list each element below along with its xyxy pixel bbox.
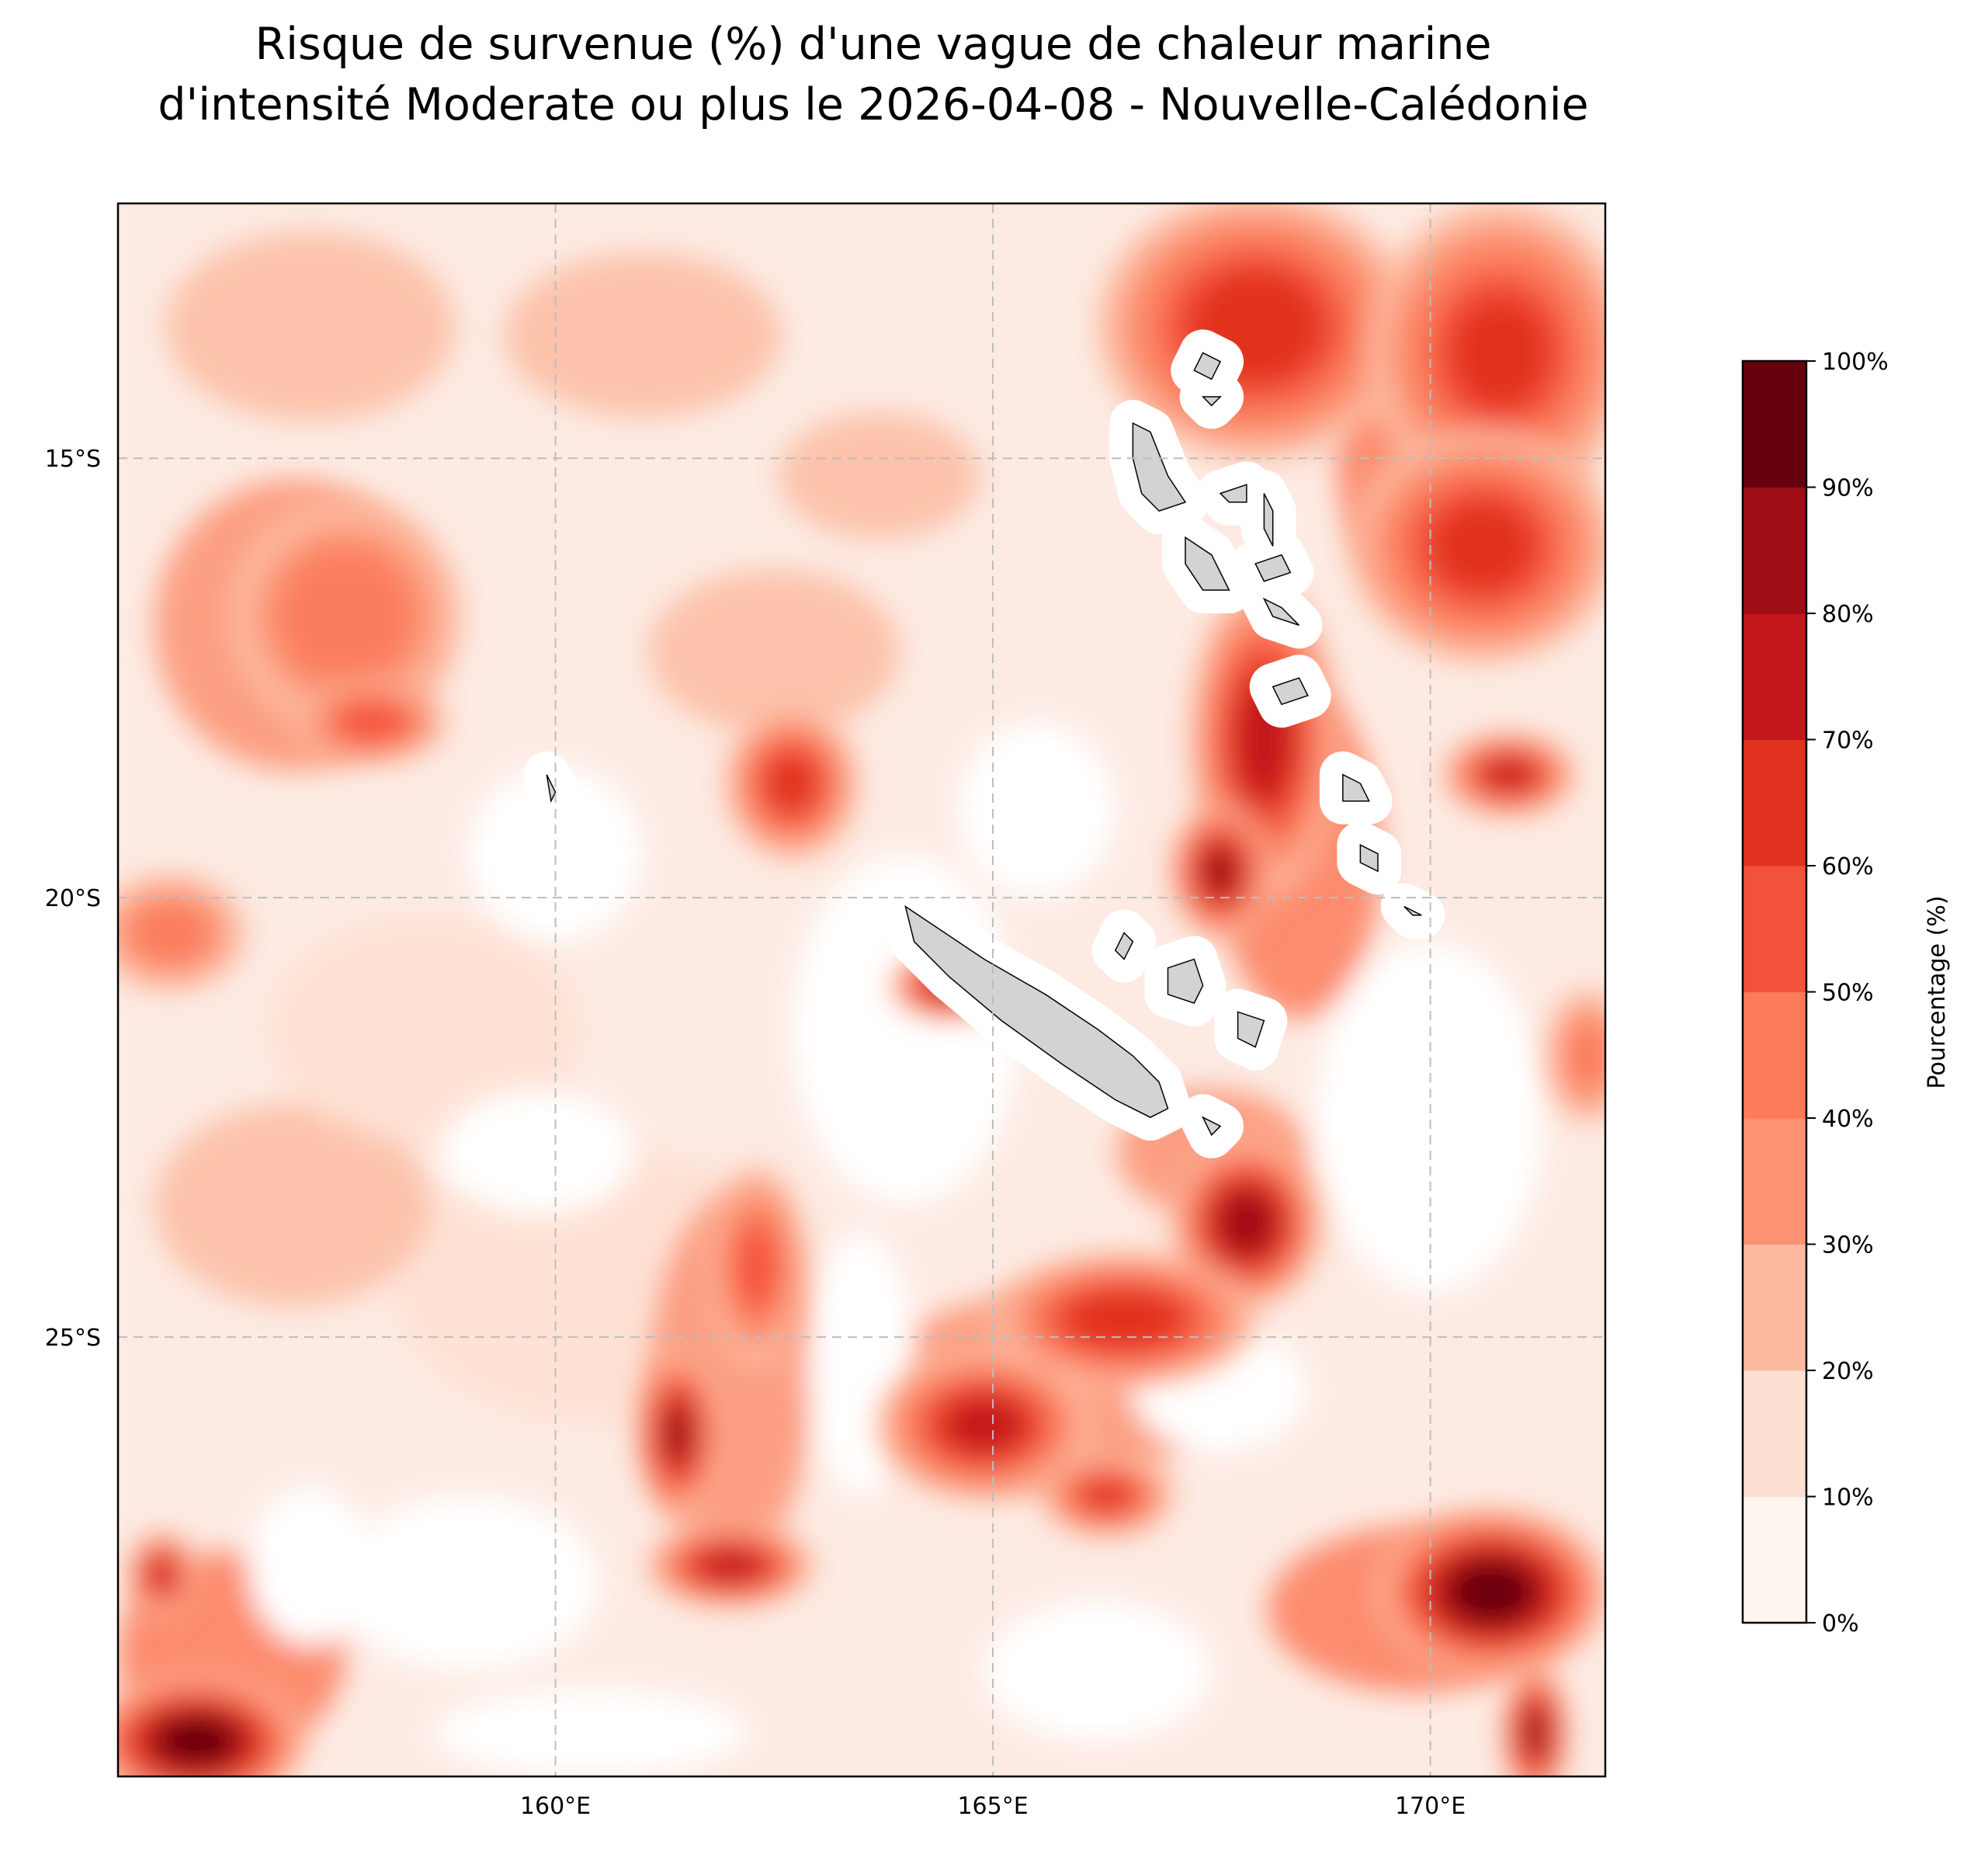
hotspot-6-level-60 xyxy=(765,754,818,814)
colorbar-segment-2 xyxy=(1743,1244,1806,1371)
colorbar-tick-label: 40% xyxy=(1822,1106,1874,1133)
lon-tick-label: 170°E xyxy=(1395,1793,1466,1820)
hotspot-18-level-90 xyxy=(160,1718,234,1764)
hotspot-17-level-80 xyxy=(1523,1708,1548,1757)
gridlines xyxy=(118,203,1605,1776)
land-layer xyxy=(523,329,1445,1158)
risk-field-background-6 xyxy=(154,1103,432,1307)
low-risk-area-8 xyxy=(1317,941,1545,1294)
hotspot-19-level-70 xyxy=(150,1560,173,1589)
risk-field-background-4 xyxy=(778,412,980,540)
low-risk-area-10 xyxy=(984,1600,1212,1742)
island-12 xyxy=(1342,773,1370,802)
low-risk-area-3 xyxy=(442,1091,634,1214)
hotspot-1-level-60 xyxy=(1451,297,1550,408)
risk-field-background-7 xyxy=(266,915,582,1144)
lat-tick-label: 25°S xyxy=(45,1325,101,1352)
hotspot-16-level-90 xyxy=(1452,1563,1532,1620)
island-15 xyxy=(1201,396,1222,407)
hotspot-7-level-40 xyxy=(280,551,411,682)
hotspot-22-level-60 xyxy=(1081,1479,1132,1511)
colorbar-segment-4 xyxy=(1743,991,1806,1119)
hotspot-10-level-80 xyxy=(1220,1193,1274,1253)
island-17 xyxy=(546,774,557,804)
map-frame xyxy=(116,202,1607,1778)
colorbar: 0% 10% 20% 30% 40% 50% 60% 70% 80% 90% 100% Pource… xyxy=(1741,349,1951,1637)
colorbar-label: Pourcentage (%) xyxy=(1924,895,1951,1089)
low-risk-area-2 xyxy=(957,721,1115,898)
lon-tick-label: 165°E xyxy=(957,1793,1028,1820)
risk-field-background-3 xyxy=(647,569,900,734)
colorbar-tick-label: 80% xyxy=(1822,601,1874,628)
island-6 xyxy=(1185,536,1230,591)
colorbar-segment-8 xyxy=(1743,487,1806,614)
hotspot-5-level-70 xyxy=(1487,760,1532,789)
island-3 xyxy=(1114,932,1134,960)
lat-tick-label: 20°S xyxy=(45,885,101,912)
island-7 xyxy=(1263,493,1274,547)
colorbar-segment-9 xyxy=(1743,361,1806,488)
axis-ticks: 160°E 165°E 170°E 15°S 20°S 25°S xyxy=(45,446,1466,1820)
colorbar-tick-label: 100% xyxy=(1822,349,1889,376)
low-risk-area-6 xyxy=(249,1486,372,1645)
hotspot-21-level-40 xyxy=(1567,1023,1605,1089)
hotspot-11-level-60 xyxy=(1063,1289,1185,1350)
colorbar-tick-label: 60% xyxy=(1822,853,1874,880)
island-8 xyxy=(1219,484,1247,503)
low-risk-area-9 xyxy=(432,1688,748,1776)
colorbar-segment-5 xyxy=(1743,866,1806,992)
island-1 xyxy=(1167,958,1204,1004)
island-5 xyxy=(1132,422,1187,512)
island-13 xyxy=(1359,843,1379,873)
hotspot-15-level-50 xyxy=(736,1225,778,1308)
colorbar-tick-label: 50% xyxy=(1822,980,1874,1007)
hotspot-8-level-50 xyxy=(335,702,408,742)
map-panel: 160°E 165°E 170°E 15°S 20°S 25°S xyxy=(45,202,1607,1820)
colorbar-tick-label: 30% xyxy=(1822,1232,1874,1259)
colorbar-tick-label: 90% xyxy=(1822,475,1874,502)
colorbar-ticks: 0% 10% 20% 30% 40% 50% 60% 70% 80% 90% 100% xyxy=(1806,349,1889,1637)
island-16 xyxy=(1403,905,1422,916)
island-10 xyxy=(1262,597,1300,627)
hotspot-20-level-40 xyxy=(134,904,207,962)
island-14 xyxy=(1193,352,1222,380)
island-4 xyxy=(1201,1116,1222,1137)
hotspot-12-level-70 xyxy=(947,1399,1021,1451)
colorbar-tick-label: 10% xyxy=(1822,1485,1874,1512)
colorbar-segment-7 xyxy=(1743,613,1806,740)
title-line-2: d'intensité Moderate ou plus le 2026-04-… xyxy=(158,79,1589,130)
island-0 xyxy=(904,905,1169,1118)
island-11 xyxy=(1272,677,1309,706)
hotspot-14-level-70 xyxy=(698,1549,763,1582)
risk-field-background-0 xyxy=(165,231,456,422)
colorbar-segment-0 xyxy=(1743,1496,1806,1624)
hotspot-2-level-60 xyxy=(1430,500,1535,592)
colorbar-tick-label: 20% xyxy=(1822,1358,1874,1385)
island-2 xyxy=(1237,1011,1265,1048)
colorbar-segment-3 xyxy=(1743,1118,1806,1245)
colorbar-segment-6 xyxy=(1743,739,1806,866)
chart-title: Risque de survenue (%) d'une vague de ch… xyxy=(0,14,1747,135)
lat-tick-label: 15°S xyxy=(45,446,101,473)
colorbar-segments xyxy=(1743,361,1806,1624)
low-risk-area-5 xyxy=(336,1495,599,1672)
island-9 xyxy=(1254,554,1292,582)
colorbar-segment-1 xyxy=(1743,1370,1806,1497)
hotspot-13-level-80 xyxy=(664,1407,692,1460)
colorbar-tick-label: 70% xyxy=(1822,728,1874,755)
lon-tick-label: 160°E xyxy=(520,1793,591,1820)
hotspot-4-level-80 xyxy=(1204,849,1237,893)
title-line-1: Risque de survenue (%) d'une vague de ch… xyxy=(255,19,1492,70)
risk-field-background-1 xyxy=(504,252,782,418)
colorbar-tick-label: 0% xyxy=(1822,1610,1859,1637)
